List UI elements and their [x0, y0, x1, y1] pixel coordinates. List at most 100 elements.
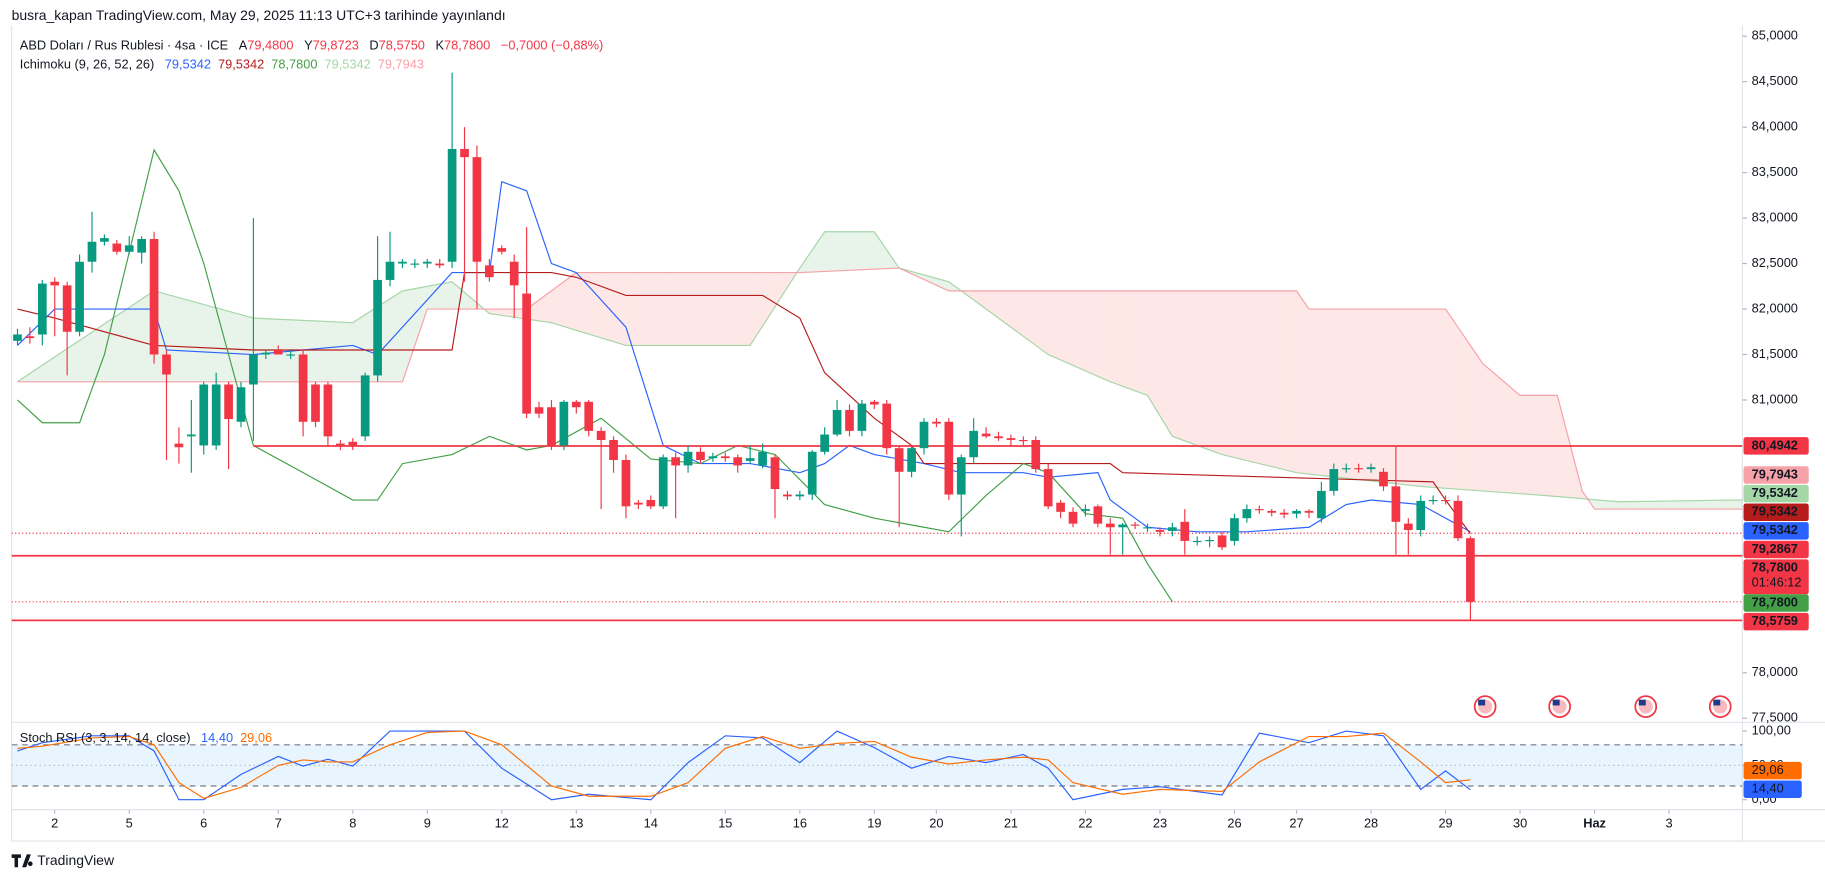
cloud-fill [408, 288, 415, 364]
cloud-fill [694, 272, 701, 346]
candle-body [100, 238, 109, 242]
ohlc-label: Y [304, 38, 313, 53]
cloud-fill [1128, 290, 1136, 391]
candle-body [882, 403, 892, 449]
candle-body [1130, 524, 1140, 526]
cloud-fill [1346, 309, 1353, 479]
candle-body [1242, 509, 1252, 519]
candle-body [1329, 469, 1339, 491]
cloud-fill [1141, 290, 1148, 396]
candle-body [1279, 512, 1289, 515]
cloud-fill [1079, 290, 1086, 371]
candle-body [646, 499, 656, 507]
time-tick-label: 6 [200, 816, 207, 831]
cloud-fill [1507, 384, 1514, 494]
cloud-fill [781, 272, 788, 298]
candle-body [385, 261, 395, 280]
cloud-fill [222, 309, 229, 382]
candle-body [1081, 509, 1090, 511]
indicator-value: 79,7943 [378, 57, 424, 72]
candle-body [932, 421, 941, 424]
cloud-fill [787, 272, 794, 288]
cloud-fill [197, 302, 204, 382]
cloud-fill [1470, 345, 1477, 491]
cloud-fill [1178, 290, 1185, 441]
cloud-fill [433, 284, 440, 310]
event-flag[interactable] [1473, 695, 1497, 718]
candle-body [1043, 469, 1053, 507]
ohlc-label: K [435, 38, 444, 53]
candle-body [1403, 523, 1413, 531]
cloud-fill [110, 315, 117, 382]
price-tick-label: 85,0000 [1752, 28, 1798, 43]
cloud-fill [756, 272, 763, 336]
candle-body [609, 439, 618, 460]
time-tick-label: 19 [867, 816, 881, 831]
cloud-fill [396, 290, 403, 382]
cloud-fill [743, 272, 751, 346]
ohlc-value: 78,5750 [379, 38, 425, 53]
cloud-fill [1228, 290, 1235, 458]
price-tick-label: 78,0000 [1752, 664, 1798, 679]
cloud-fill [855, 231, 862, 271]
cloud-fill [1693, 500, 1701, 510]
candle-body [1105, 523, 1115, 528]
cloud-fill [992, 290, 999, 319]
price-label-badge [1743, 594, 1809, 612]
candle-body [186, 434, 196, 437]
symbol-legend: ABD Doları / Rus Rublesi · 4sa · ICE A79… [20, 38, 604, 53]
cloud-fill [1073, 290, 1080, 369]
candle-body [497, 248, 507, 252]
cloud-fill [849, 231, 856, 271]
price-label-badge [1743, 540, 1809, 559]
cloud-fill [1476, 354, 1483, 491]
candle-body [770, 457, 780, 490]
stoch-band [11, 744, 1743, 786]
price-label-badge [1743, 466, 1809, 484]
price-tick-label: 82,0000 [1752, 300, 1798, 315]
change: −0,7000 (−0,88%) [501, 38, 603, 53]
cloud-fill [1333, 309, 1341, 478]
event-flag[interactable] [1708, 695, 1732, 718]
candle-body [869, 401, 879, 405]
candle-body [236, 387, 246, 422]
candle-body [286, 354, 296, 356]
cloud-fill [1091, 290, 1098, 377]
symbol-name: ABD Doları / Rus Rublesi · 4sa · ICE [20, 38, 228, 53]
cloud-line [17, 267, 1743, 510]
cloud-fill [1017, 290, 1024, 337]
cloud-fill [1097, 290, 1105, 380]
candle-body [112, 243, 122, 252]
cloud-fill [669, 272, 676, 346]
candle-body [249, 354, 258, 385]
candle-body [857, 403, 867, 431]
cloud-fill [837, 231, 844, 271]
cloud-fill [644, 272, 651, 346]
ohlc-value: 78,7800 [444, 38, 490, 53]
candle-body [1416, 500, 1426, 531]
candle-body [969, 430, 979, 458]
cloud-fill [241, 314, 248, 382]
candle-body [323, 384, 333, 437]
cloud-fill [1340, 309, 1347, 479]
cloud-fill [439, 282, 446, 310]
candle-body [211, 384, 221, 446]
cloud-fill [1712, 500, 1719, 510]
cloud-fill [1234, 290, 1241, 460]
candle-body [1168, 527, 1177, 531]
brand-logo [11, 854, 33, 868]
ohlc-value: 79,8723 [313, 38, 359, 53]
time-tick-label: 27 [1289, 816, 1303, 831]
cloud-fill [135, 299, 142, 382]
cloud-fill [123, 307, 130, 382]
candle-body [509, 261, 519, 286]
event-flag[interactable] [1634, 695, 1658, 718]
event-flag[interactable] [1548, 695, 1571, 718]
cloud-fill [1296, 290, 1303, 474]
cloud-fill [452, 281, 459, 310]
candle-body [1267, 510, 1277, 513]
stoch-tick-label: 100,00 [1752, 722, 1791, 737]
candle-body [1180, 521, 1190, 541]
cloud-fill [514, 309, 521, 319]
